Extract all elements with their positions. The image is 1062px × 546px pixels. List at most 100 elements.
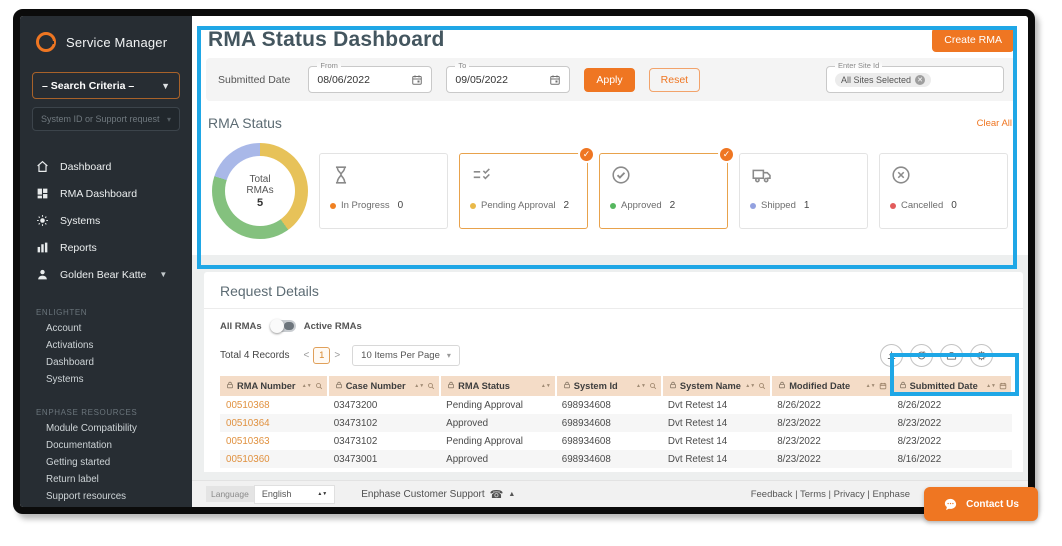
calendar-icon[interactable] — [411, 74, 423, 86]
truck-icon — [750, 164, 857, 188]
create-rma-button[interactable]: Create RMA — [932, 28, 1014, 52]
search-icon[interactable] — [649, 382, 657, 390]
status-dot — [330, 202, 336, 209]
site-id-field[interactable]: Enter Site Id All Sites Selected ✕ — [826, 61, 1004, 93]
rma-number-link[interactable]: 00510368 — [226, 399, 270, 411]
card-pending-approval[interactable]: ✓ Pending Approval 2 — [459, 146, 595, 229]
sidebar-item-support-resources[interactable]: Support resources — [46, 491, 127, 502]
enphase-logo-icon — [36, 32, 56, 52]
lock-icon — [669, 381, 677, 391]
column-header-rma-number[interactable]: RMA Number ▲▼ — [220, 376, 329, 396]
sidebar-item-documentation[interactable]: Documentation — [46, 440, 112, 451]
chevron-down-icon: ▾ — [166, 114, 171, 124]
sidebar-item-return-label[interactable]: Return label — [46, 474, 99, 485]
rma-filter-toggle[interactable] — [269, 319, 296, 333]
sort-icon[interactable]: ▲▼ — [986, 383, 996, 389]
enphase-resources-section: ENPHASE RESOURCES Module Compatibility D… — [20, 402, 192, 507]
items-per-page-select[interactable]: 10 Items Per Page ▾ — [352, 345, 460, 366]
sidebar-item-module-compatibility[interactable]: Module Compatibility — [46, 423, 137, 434]
sidebar-item-rma-dashboard[interactable]: RMA Dashboard — [20, 180, 192, 207]
sidebar-item-training[interactable]: Training — [20, 505, 192, 507]
total-records-label: Total 4 Records — [220, 350, 290, 361]
enlighten-section: ENLIGHTEN Account Activations Dashboard … — [20, 302, 192, 388]
sidebar-item-user-menu[interactable]: Golden Bear Katte ▼ — [20, 261, 192, 288]
calendar-icon[interactable] — [879, 382, 887, 390]
section-divider — [192, 255, 1028, 272]
settings-button[interactable]: ⚙ — [970, 344, 993, 367]
sidebar-item-enlighten-systems[interactable]: Systems — [46, 374, 84, 385]
sidebar-item-getting-started[interactable]: Getting started — [46, 457, 111, 468]
next-page-button[interactable]: > — [334, 350, 341, 361]
customer-support-link[interactable]: Enphase Customer Support ☎ ▲ — [361, 488, 516, 501]
rma-number-link[interactable]: 00510363 — [226, 435, 270, 447]
dashboard-top-section: RMA Status Dashboard Create RMA Submitte… — [192, 16, 1028, 255]
column-header-rma-status[interactable]: RMA Status ▲▼ — [440, 376, 557, 396]
status-dot — [470, 202, 476, 209]
rma-status-heading: RMA Status — [208, 115, 282, 131]
search-icon[interactable] — [758, 382, 766, 390]
sidebar-item-dashboard[interactable]: Dashboard — [20, 153, 192, 180]
app-window: Service Manager – Search Criteria – ▼ Sy… — [13, 9, 1035, 514]
calendar-icon[interactable] — [549, 74, 561, 86]
sort-icon[interactable]: ▲▼ — [540, 383, 551, 389]
sidebar-item-systems[interactable]: Systems — [20, 207, 192, 234]
footer-links[interactable]: Feedback | Terms | Privacy | Enphase — [750, 488, 910, 500]
clear-all-link[interactable]: Clear All — [976, 117, 1012, 129]
contact-us-button[interactable]: Contact Us — [924, 487, 1038, 521]
column-header-system-id[interactable]: System Id ▲▼ — [555, 376, 663, 396]
page-title: RMA Status Dashboard — [208, 28, 445, 51]
prev-page-button[interactable]: < — [303, 350, 310, 361]
sort-icon[interactable]: ▲▼ — [865, 383, 876, 389]
main-content: RMA Status Dashboard Create RMA Submitte… — [192, 16, 1028, 507]
sort-icon[interactable]: ▲▼ — [301, 383, 312, 389]
archive-button[interactable] — [940, 344, 963, 367]
sidebar-item-reports[interactable]: Reports — [20, 234, 192, 261]
sort-icon[interactable]: ▲▼ — [636, 383, 646, 389]
sidebar-item-activations[interactable]: Activations — [46, 340, 94, 351]
to-date-field[interactable]: To 09/05/2022 — [446, 61, 571, 93]
rma-status-cards-row: Total RMAs 5 In Progress 0 — [192, 133, 1028, 255]
rma-number-link[interactable]: 00510360 — [220, 450, 328, 468]
download-button[interactable] — [880, 344, 903, 367]
card-in-progress[interactable]: In Progress 0 — [319, 153, 448, 229]
rma-number-link[interactable]: 00510364 — [220, 414, 328, 432]
download-icon — [887, 351, 896, 359]
table-row[interactable]: 00510363 03473102 Pending Approval 69893… — [220, 432, 1012, 450]
calendar-icon[interactable] — [999, 382, 1007, 390]
chevron-down-icon: ▼ — [161, 80, 170, 91]
all-rmas-label: All RMAs — [220, 320, 262, 332]
table-row[interactable]: 00510360 03473001 Approved 698934608 Dvt… — [220, 450, 1012, 468]
search-icon[interactable] — [427, 382, 435, 390]
apply-button[interactable]: Apply — [584, 67, 635, 92]
table-row[interactable]: 00510364 03473102 Approved 698934608 Dvt… — [220, 414, 1012, 432]
chip-remove-icon[interactable]: ✕ — [915, 74, 926, 85]
check-circle-icon — [610, 164, 717, 188]
language-select[interactable]: English ▲▼ — [253, 484, 336, 504]
search-icon[interactable] — [315, 382, 323, 390]
sidebar-item-enlighten-dashboard[interactable]: Dashboard — [46, 357, 94, 368]
column-header-modified-date[interactable]: Modified Date ▲▼ — [771, 376, 893, 396]
column-header-system-name[interactable]: System Name ▲▼ — [661, 376, 773, 396]
card-cancelled[interactable]: Cancelled 0 — [879, 153, 1008, 229]
from-date-field[interactable]: From 08/06/2022 — [308, 61, 433, 93]
column-header-submitted-date[interactable]: Submitted Date ▲▼ — [891, 376, 1014, 396]
table-row[interactable]: 00510368 03473200 Pending Approval 69893… — [220, 396, 1012, 414]
rma-table: RMA Number ▲▼ Case Number ▲▼ RMA Statu — [220, 376, 1014, 468]
reset-button[interactable]: Reset — [648, 67, 701, 92]
sidebar: Service Manager – Search Criteria – ▼ Sy… — [20, 16, 192, 507]
to-label: To — [455, 61, 470, 70]
search-criteria-select[interactable]: – Search Criteria – ▼ — [32, 72, 180, 99]
sidebar-item-account[interactable]: Account — [46, 323, 82, 334]
sort-icon[interactable]: ▲▼ — [745, 383, 756, 389]
selected-check-badge: ✓ — [578, 146, 595, 163]
card-shipped[interactable]: Shipped 1 — [739, 153, 868, 229]
sort-icon[interactable]: ▲▼ — [414, 383, 425, 389]
page-number[interactable]: 1 — [313, 347, 331, 364]
system-id-input[interactable]: System ID or Support request ▾ — [32, 107, 180, 131]
sidebar-nav: Dashboard RMA Dashboard Systems Reports … — [20, 153, 192, 288]
card-approved[interactable]: ✓ Approved 2 — [599, 146, 735, 229]
x-circle-icon — [890, 164, 997, 188]
status-dot — [890, 202, 896, 209]
refresh-button[interactable] — [910, 344, 933, 367]
column-header-case-number[interactable]: Case Number ▲▼ — [327, 376, 442, 396]
